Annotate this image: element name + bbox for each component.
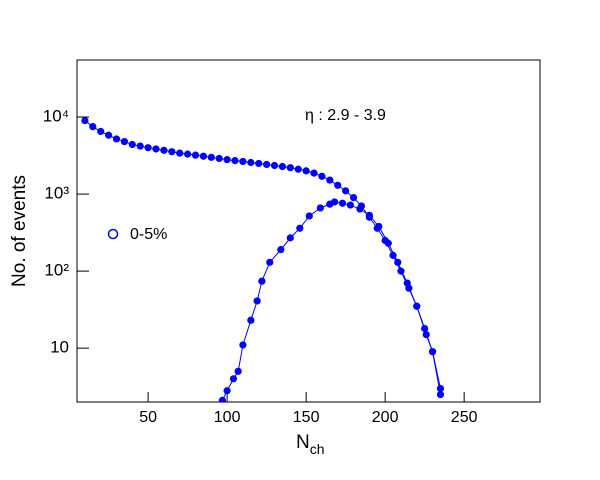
data-point [97,127,105,136]
data-point [112,135,121,143]
x-tick-label: 250 [451,409,478,426]
data-point [330,198,339,206]
data-point [229,375,238,383]
data-point [294,165,302,173]
data-point [247,158,255,167]
data-point [223,156,231,164]
data-point [403,279,411,287]
data-point [384,239,392,247]
data-point [239,157,247,166]
y-tick-label: 10³ [44,184,69,203]
data-point [422,330,430,339]
data-point [218,396,226,402]
plot-frame [76,59,541,403]
data-point [207,153,215,161]
x-tick-label: 150 [293,409,320,426]
data-point [286,234,294,242]
data-point [316,204,324,212]
y-axis-label: No. of events [9,175,30,287]
data-point [258,277,266,285]
data-point [234,367,242,375]
data-point [277,246,285,254]
data-point [152,145,160,153]
data-point [266,258,274,266]
y-tick-label: 10⁴ [43,107,69,126]
data-point [231,156,239,165]
data-point [278,162,287,171]
annotation: η : 2.9 - 3.9 [305,107,386,124]
data-point [184,150,192,158]
data-point [356,205,364,213]
data-point [318,172,326,180]
plot-area [81,116,445,402]
data-point [270,161,279,170]
data-point [89,123,97,131]
data-point [342,187,350,195]
data-point [346,201,354,209]
y-tick-label: 10² [44,261,69,280]
x-tick-label: 100 [214,409,241,426]
x-tick-label: 50 [139,409,157,426]
data-point [413,302,421,310]
data-point [428,348,437,356]
data-point [310,169,318,177]
data-point [239,341,247,349]
data-point [255,159,263,168]
x-axis-label-main: N [296,432,310,453]
data-point [160,146,168,154]
data-point [120,137,129,146]
data-point [191,151,200,159]
data-point [253,297,261,305]
data-point [326,176,334,184]
data-point [128,140,136,149]
legend-label: 0-5% [130,226,167,243]
x-axis-label: Nch [296,432,325,457]
x-tick-label: 200 [372,409,399,426]
data-point [81,116,89,125]
data-point [302,167,310,175]
data-point [247,316,255,324]
data-point [176,149,184,157]
data-point [334,181,342,189]
legend-marker [107,228,119,240]
data-point [296,224,304,232]
data-point [375,222,383,231]
data-point [144,144,152,152]
data-point [223,387,231,395]
data-point [215,154,223,163]
series-line [221,201,441,401]
data-point [365,211,373,219]
x-axis-label-sub: ch [310,441,325,457]
data-point [199,152,208,160]
data-point [436,390,445,399]
data-point [168,148,176,156]
series-line [84,120,441,389]
data-point [338,199,347,207]
y-tick-label: 10 [50,338,69,357]
data-point [136,142,144,150]
data-point [286,164,294,172]
data-point [349,194,358,202]
data-point [394,258,402,266]
data-point [263,160,271,169]
data-point [105,131,113,139]
data-point [305,212,313,220]
